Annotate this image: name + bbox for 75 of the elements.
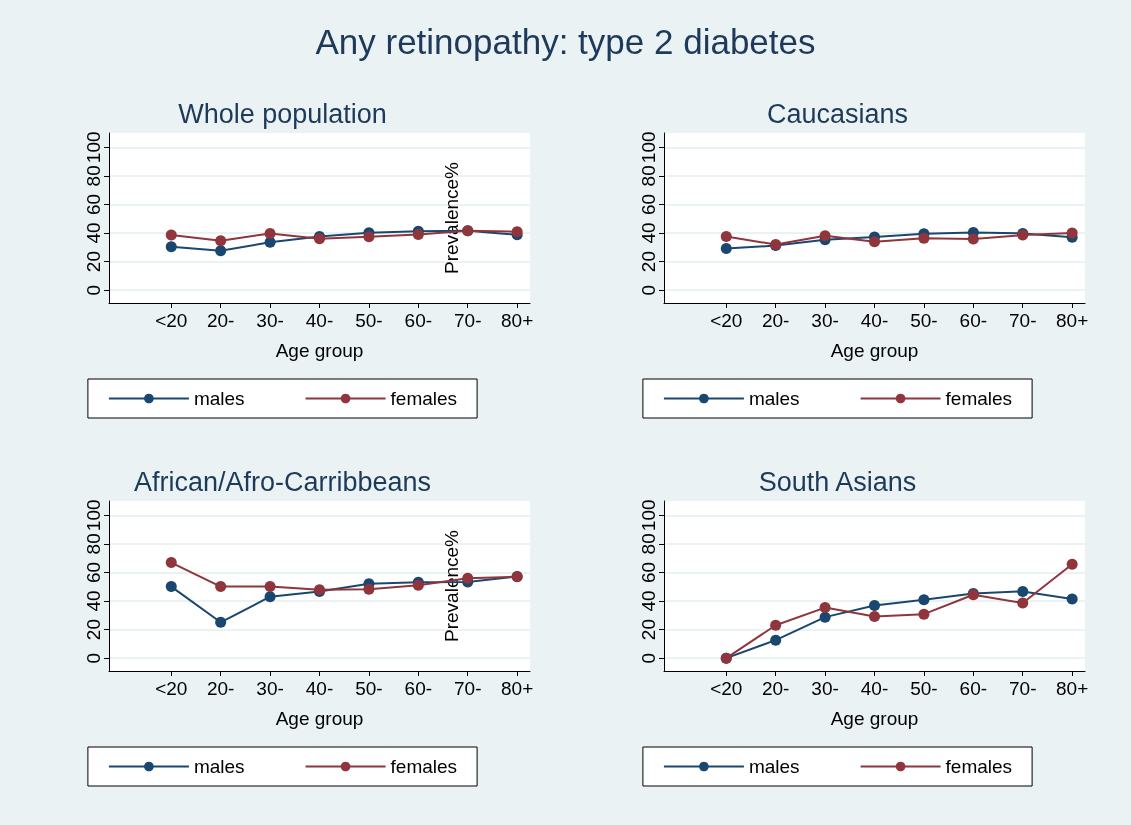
y-tick-label: 0 [638,652,659,664]
x-tick-label: 40- [860,310,889,331]
y-tick-label: 100 [638,499,659,532]
y-tick-label: 80 [638,533,659,555]
y-axis-title: Prevalence% [441,529,462,642]
chart-subtitle: Caucasians [766,98,909,129]
legend-label: males [193,388,245,409]
x-tick-label: 20- [206,310,235,331]
y-tick-label: 80 [638,165,659,187]
x-tick-label: 80+ [1056,678,1089,699]
legend-label: males [193,756,245,777]
x-tick-label: 40- [305,678,334,699]
x-tick-label: 30- [811,310,839,331]
x-tick-label: 70- [1009,678,1037,699]
legend-label: males [748,388,800,409]
legend-label: females [390,388,458,409]
legend-label: females [945,756,1013,777]
y-tick-label: 100 [83,131,104,164]
y-tick-label: 40 [83,590,104,612]
y-tick-label: 60 [83,561,104,583]
x-tick-label: 50- [355,310,383,331]
y-tick-label: 100 [83,499,104,532]
x-tick-label: 30- [256,310,284,331]
x-tick-label: 20- [761,678,790,699]
chart-subtitle: Whole population [178,98,387,129]
x-axis-title: Age group [830,340,919,361]
x-tick-label: <20 [710,310,743,331]
x-tick-label: 60- [404,678,433,699]
x-tick-label: 60- [959,310,988,331]
y-tick-label: 0 [83,652,104,664]
x-axis-title: Age group [830,708,919,729]
chart-subtitle: African/Afro-Carribbeans [133,466,432,497]
y-tick-label: 20 [83,251,104,273]
y-tick-label: 60 [638,193,659,215]
y-tick-label: 60 [83,193,104,215]
y-tick-label: 40 [638,590,659,612]
x-tick-label: 70- [454,678,482,699]
x-tick-label: 80+ [1056,310,1089,331]
x-tick-label: 20- [761,310,790,331]
x-tick-label: 70- [1009,310,1037,331]
x-tick-label: <20 [710,678,743,699]
legend-label: females [390,756,458,777]
x-axis-title: Age group [275,708,364,729]
x-tick-label: 40- [860,678,889,699]
x-tick-label: 60- [959,678,988,699]
x-tick-label: 50- [910,310,938,331]
x-axis-title: Age group [275,340,364,361]
x-tick-label: 40- [305,310,334,331]
y-tick-label: 0 [83,284,104,296]
y-tick-label: 0 [638,284,659,296]
x-tick-label: 50- [355,678,383,699]
chart-subtitle: South Asians [758,466,917,497]
x-tick-label: <20 [155,678,188,699]
y-tick-label: 20 [638,619,659,641]
x-tick-label: 60- [404,310,433,331]
y-tick-label: 40 [83,222,104,244]
y-axis-title: Prevalence% [441,161,462,274]
y-tick-label: 80 [83,533,104,555]
legend-label: females [945,388,1013,409]
x-tick-label: 50- [910,678,938,699]
x-tick-label: 80+ [501,678,534,699]
x-tick-label: 70- [454,310,482,331]
x-tick-label: 30- [811,678,839,699]
chart-title: Any retinopathy: type 2 diabetes [314,22,817,62]
x-tick-label: 20- [206,678,235,699]
x-tick-label: <20 [155,310,188,331]
y-tick-label: 40 [638,222,659,244]
y-tick-label: 100 [638,131,659,164]
y-tick-label: 20 [638,251,659,273]
y-tick-label: 20 [83,619,104,641]
x-tick-label: 30- [256,678,284,699]
legend-label: males [748,756,800,777]
y-tick-label: 60 [638,561,659,583]
x-tick-label: 80+ [501,310,534,331]
y-tick-label: 80 [83,165,104,187]
